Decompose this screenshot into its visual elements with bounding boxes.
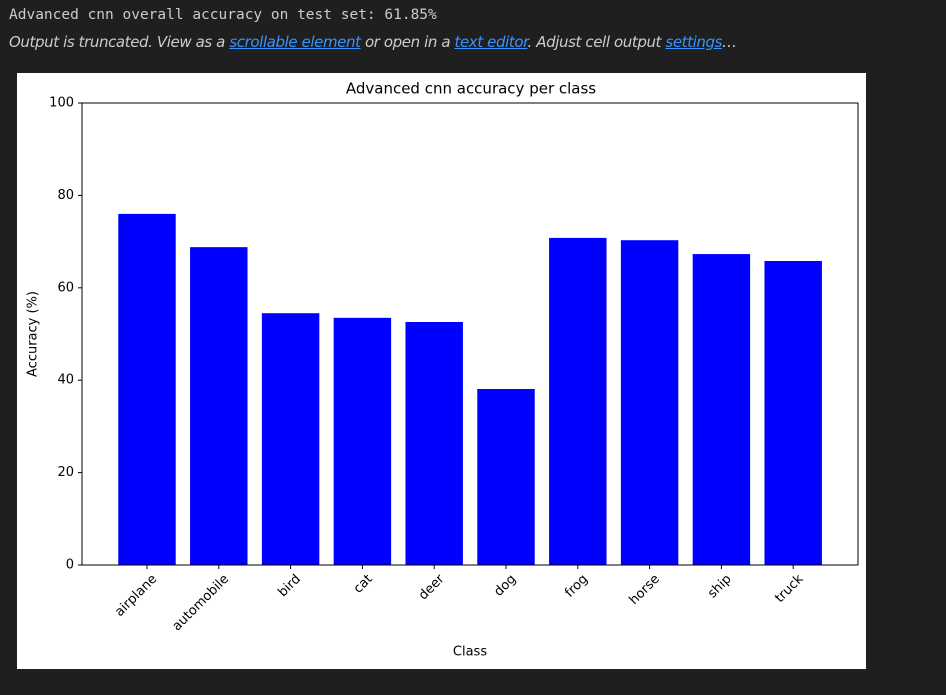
chart-title: Advanced cnn accuracy per class — [346, 80, 596, 98]
link[interactable]: scrollable element — [229, 33, 361, 51]
x-tick-label: frog — [562, 572, 591, 601]
plot-frame — [81, 102, 859, 566]
x-axis-label: Class — [453, 645, 487, 660]
y-axis-label: Accuracy (%) — [26, 291, 41, 377]
output-notice: Output is truncated. View as a scrollabl… — [9, 33, 737, 51]
y-tick-label: 0 — [66, 558, 74, 573]
notice-text: … — [722, 33, 737, 51]
x-tick-label: cat — [351, 572, 376, 597]
bar — [333, 317, 392, 565]
output-line: Advanced cnn overall accuracy on test se… — [9, 7, 437, 23]
x-tick-label: bird — [275, 572, 303, 600]
x-tick-label: horse — [627, 572, 663, 608]
chart-container: Advanced cnn accuracy per class Class Ac… — [17, 73, 866, 669]
bar — [405, 321, 463, 565]
notice-text: or open in a — [360, 33, 455, 51]
bar — [477, 388, 535, 565]
notice-text: Output is truncated. View as a — [9, 33, 230, 51]
x-tick-label: ship — [705, 572, 735, 602]
link[interactable]: settings — [665, 33, 723, 51]
chart: Advanced cnn accuracy per class Class Ac… — [26, 80, 859, 660]
y-tick-label: 100 — [49, 96, 74, 111]
y-tick-label: 80 — [57, 188, 74, 203]
x-tick-label: airplane — [112, 572, 160, 620]
x-tick-label: dog — [491, 572, 519, 600]
y-tick-label: 60 — [57, 280, 74, 295]
notice-text: . Adjust cell output — [527, 33, 666, 51]
bar — [549, 237, 607, 566]
bar — [692, 254, 751, 565]
bar — [764, 261, 822, 565]
y-tick-label: 20 — [57, 465, 74, 480]
bar — [190, 247, 248, 566]
link[interactable]: text editor — [454, 33, 528, 51]
y-tick-label: 40 — [57, 373, 74, 388]
bar — [620, 240, 679, 566]
x-tick-label: automobile — [170, 572, 232, 634]
x-tick-label: deer — [416, 571, 448, 603]
bar — [118, 213, 176, 565]
x-tick-label: truck — [772, 571, 807, 606]
bar — [261, 313, 320, 565]
